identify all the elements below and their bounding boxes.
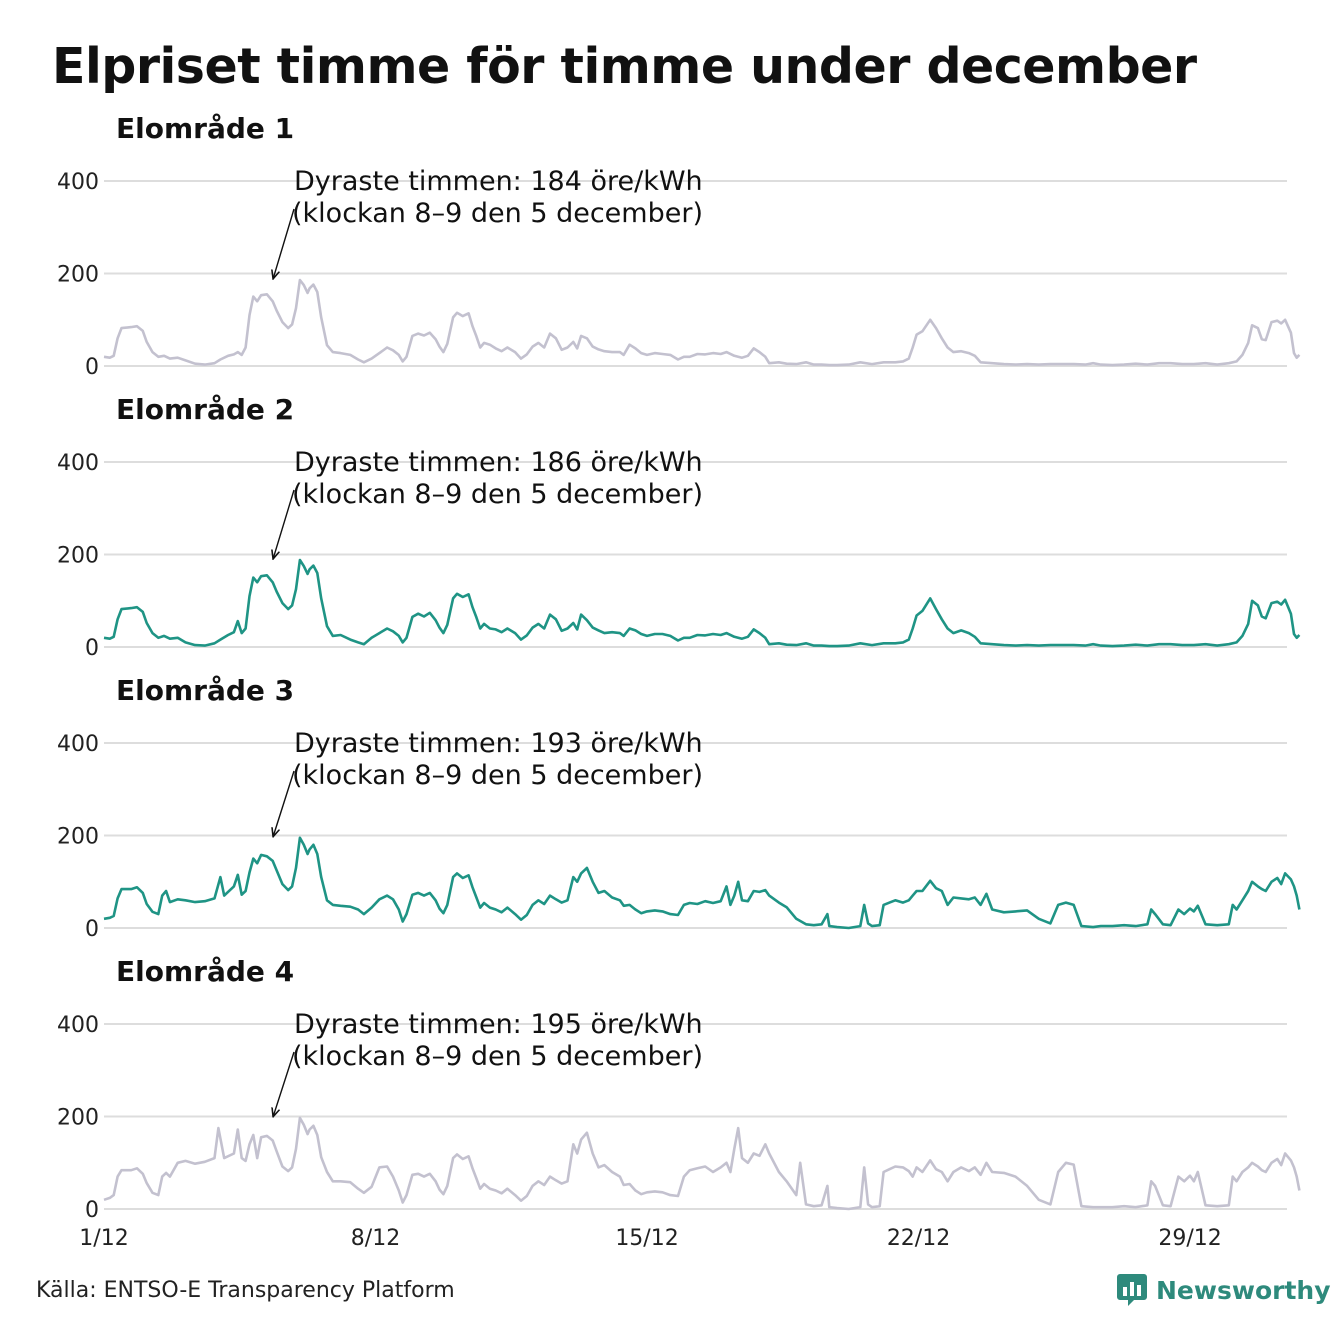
source-note: Källa: ENTSO-E Transparency Platform bbox=[36, 1278, 455, 1303]
x-tick-label: 1/12 bbox=[79, 1226, 128, 1251]
brand-name: Newsworthy bbox=[1156, 1275, 1331, 1305]
panel-title: Elområde 3 bbox=[116, 674, 294, 707]
panel-title: Elområde 4 bbox=[116, 955, 294, 988]
y-tick-label: 200 bbox=[57, 825, 99, 850]
annotation-line1: Dyraste timmen: 184 öre/kWh bbox=[294, 166, 703, 197]
y-tick-label: 0 bbox=[85, 355, 99, 380]
annotation-line2: (klockan 8–9 den 5 december) bbox=[292, 198, 703, 229]
y-tick-label: 200 bbox=[57, 544, 99, 569]
y-tick-label: 400 bbox=[57, 451, 99, 476]
annotation-arrow bbox=[273, 208, 295, 279]
x-tick-label: 8/12 bbox=[351, 1226, 400, 1251]
annotation-arrow bbox=[273, 489, 295, 559]
panel-4: Elområde 4 0 200 400 Dyraste timmen: 195 öre… bbox=[57, 955, 1301, 1223]
panel-2: Elområde 2 0 200 400 Dyraste timmen: 186 öre… bbox=[57, 393, 1301, 661]
y-tick-label: 200 bbox=[57, 263, 99, 288]
annotation-line2: (klockan 8–9 den 5 december) bbox=[292, 1041, 703, 1072]
y-tick-label: 200 bbox=[57, 1106, 99, 1131]
x-axis: 1/12 8/12 15/12 22/12 29/12 bbox=[79, 1226, 1221, 1251]
y-tick-label: 0 bbox=[85, 1198, 99, 1223]
annotation-line1: Dyraste timmen: 186 öre/kWh bbox=[294, 447, 703, 478]
panel-title: Elområde 1 bbox=[116, 112, 294, 145]
annotation-line2: (klockan 8–9 den 5 december) bbox=[292, 760, 703, 791]
x-tick-label: 15/12 bbox=[615, 1226, 678, 1251]
annotation-line2: (klockan 8–9 den 5 december) bbox=[292, 479, 703, 510]
price-line bbox=[103, 558, 1301, 648]
y-tick-label: 0 bbox=[85, 636, 99, 661]
y-tick-label: 400 bbox=[57, 732, 99, 757]
price-line bbox=[103, 836, 1301, 930]
brand-logo: Newsworthy bbox=[1116, 1272, 1331, 1308]
chart-panels: Elområde 1 0 200 400 Dyraste timmen: 184 öre… bbox=[57, 112, 1301, 1223]
price-line bbox=[103, 278, 1301, 367]
y-tick-label: 400 bbox=[57, 170, 99, 195]
y-tick-label: 0 bbox=[85, 917, 99, 942]
annotation-line1: Dyraste timmen: 193 öre/kWh bbox=[294, 728, 703, 759]
annotation-arrow bbox=[273, 770, 295, 837]
y-tick-label: 400 bbox=[57, 1013, 99, 1038]
x-tick-label: 29/12 bbox=[1158, 1226, 1221, 1251]
annotation-arrow bbox=[273, 1051, 295, 1117]
panel-3: Elområde 3 0 200 400 Dyraste timmen: 193 öre… bbox=[57, 674, 1301, 942]
page-title: Elpriset timme för timme under december bbox=[52, 38, 1197, 95]
bar-chart-speech-bubble-icon bbox=[1117, 1274, 1147, 1306]
panel-title: Elområde 2 bbox=[116, 393, 294, 426]
x-tick-label: 22/12 bbox=[887, 1226, 950, 1251]
price-line bbox=[103, 1116, 1301, 1211]
annotation-line1: Dyraste timmen: 195 öre/kWh bbox=[294, 1009, 703, 1040]
panel-1: Elområde 1 0 200 400 Dyraste timmen: 184 öre… bbox=[57, 112, 1301, 380]
